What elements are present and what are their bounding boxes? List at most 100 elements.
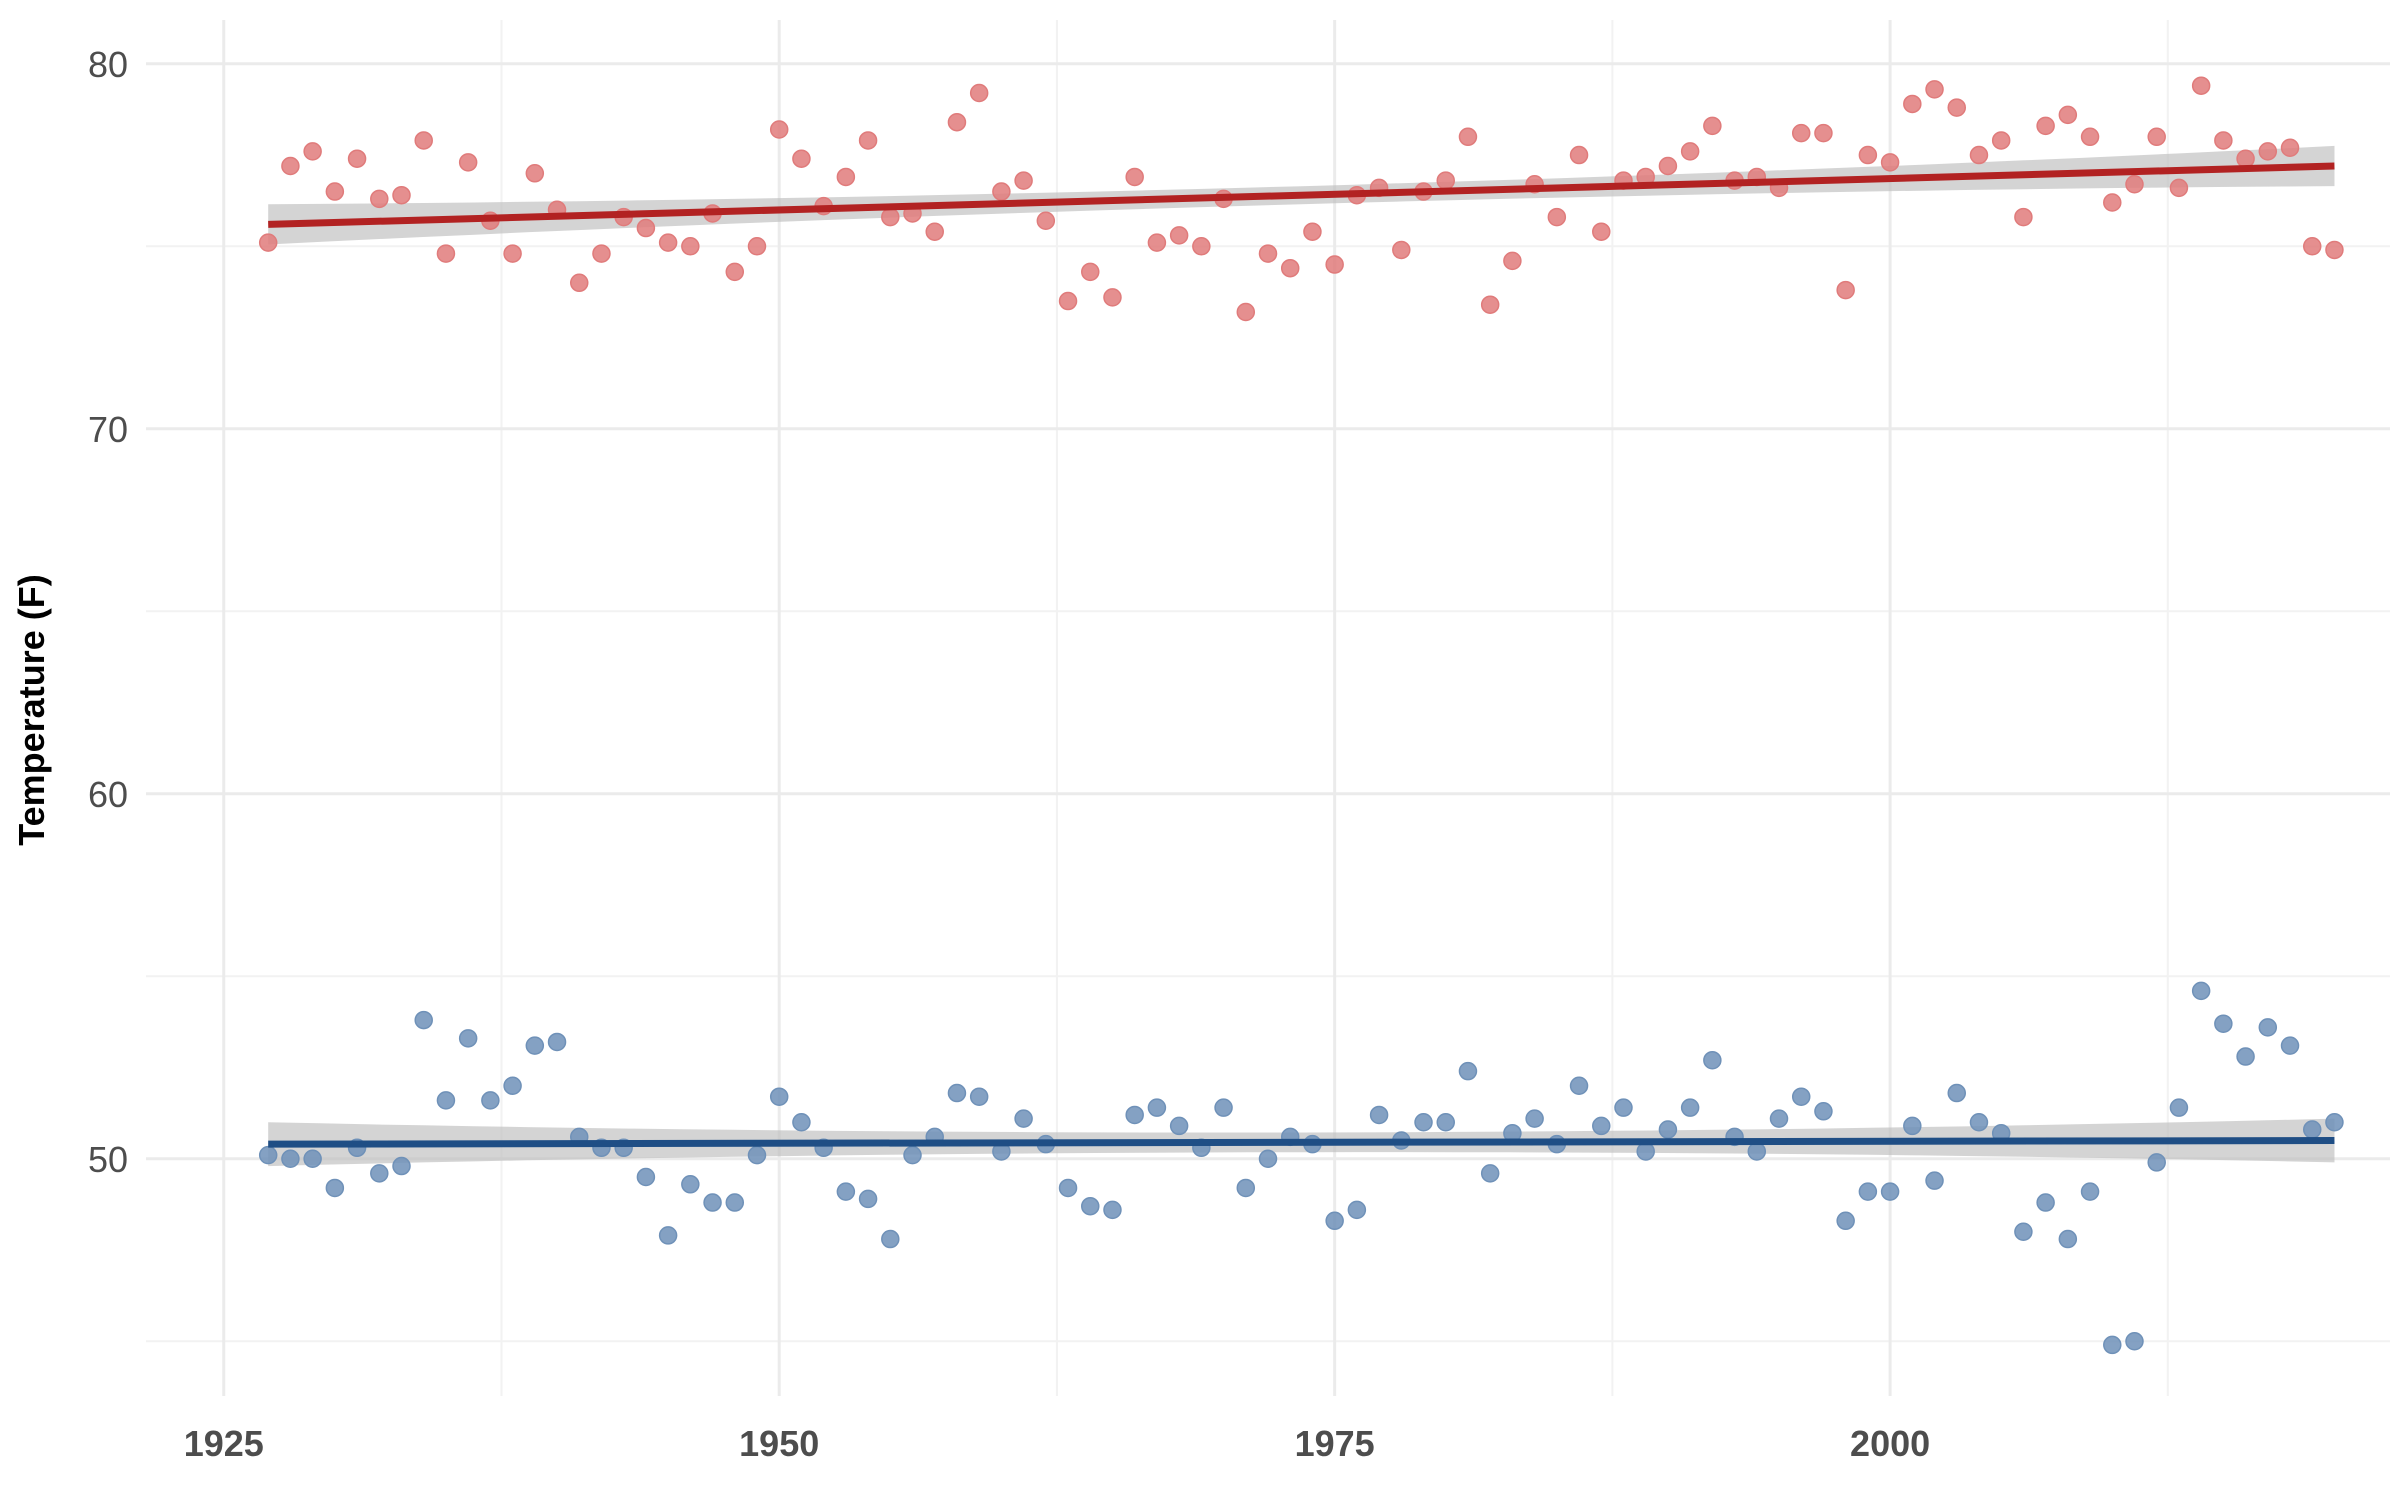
data-point-series-1 (1969, 145, 1989, 165)
data-point-series-1 (2058, 105, 2078, 125)
data-point-series-1 (969, 83, 989, 103)
y-tick-label: 50 (88, 1139, 128, 1180)
data-points (258, 76, 2344, 1355)
data-point-series-2 (1081, 1196, 1100, 1216)
data-point-series-2 (636, 1167, 656, 1187)
data-point-series-2 (1880, 1182, 1900, 1201)
data-point-series-1 (636, 218, 656, 238)
data-point-series-2 (1836, 1211, 1855, 1231)
data-point-series-2 (1680, 1098, 1700, 1117)
data-point-series-1 (1303, 222, 1322, 241)
data-point-series-1 (1547, 207, 1567, 227)
data-point-series-1 (747, 237, 767, 256)
data-point-series-1 (1680, 142, 1700, 161)
data-point-series-2 (258, 1145, 278, 1165)
data-point-series-2 (792, 1113, 811, 1132)
data-point-series-2 (1703, 1050, 1722, 1070)
data-point-series-1 (858, 131, 878, 150)
data-point-series-2 (1791, 1087, 1811, 1106)
data-point-series-1 (1014, 171, 1033, 190)
data-point-series-1 (325, 182, 345, 201)
data-point-series-1 (1036, 211, 1056, 230)
data-point-series-2 (370, 1164, 389, 1183)
x-tick-label: 1950 (739, 1423, 819, 1464)
confidence-bands (268, 145, 2335, 1167)
data-point-series-2 (969, 1087, 989, 1106)
y-tick-label: 70 (88, 409, 128, 450)
y-axis-title: Temperature (F) (11, 574, 52, 845)
data-point-series-2 (1569, 1076, 1589, 1096)
data-point-series-2 (392, 1156, 411, 1176)
data-point-series-2 (1369, 1105, 1389, 1125)
data-point-series-2 (681, 1175, 700, 1194)
data-point-series-1 (2036, 116, 2055, 136)
trend-line-series-2 (268, 1137, 2335, 1148)
data-point-series-1 (1125, 167, 1144, 187)
x-tick-label: 1975 (1295, 1423, 1375, 1464)
data-point-series-1 (2103, 193, 2122, 212)
data-point-series-2 (2280, 1036, 2300, 1055)
data-point-series-2 (1658, 1120, 1678, 1139)
data-point-series-1 (2125, 174, 2144, 194)
data-point-series-2 (725, 1193, 745, 1212)
data-point-series-2 (2103, 1335, 2122, 1355)
data-point-series-1 (436, 244, 456, 263)
data-point-series-2 (1147, 1098, 1167, 1117)
data-point-series-2 (2325, 1113, 2344, 1132)
data-point-series-2 (1458, 1061, 1478, 1081)
data-point-series-2 (1814, 1102, 1833, 1121)
data-point-series-1 (1925, 80, 1944, 99)
data-point-series-1 (836, 167, 856, 187)
data-point-series-1 (347, 149, 367, 168)
data-point-series-1 (792, 149, 811, 168)
data-point-series-1 (2169, 178, 2189, 198)
data-point-series-2 (1103, 1200, 1122, 1220)
data-point-series-1 (658, 233, 678, 252)
data-point-series-1 (925, 222, 944, 241)
data-point-series-1 (1325, 255, 1344, 274)
data-point-series-2 (503, 1076, 522, 1096)
data-point-series-1 (1058, 291, 1078, 311)
data-point-series-1 (1280, 258, 1300, 278)
data-point-series-1 (2236, 149, 2255, 168)
data-point-series-1 (725, 262, 745, 282)
data-point-series-2 (481, 1091, 500, 1110)
data-point-series-2 (1858, 1182, 1878, 1201)
data-point-series-1 (1836, 280, 1855, 300)
data-point-series-1 (1258, 244, 1278, 263)
data-point-series-1 (1991, 131, 2011, 150)
data-point-series-1 (1703, 116, 1722, 136)
data-point-series-1 (458, 153, 478, 172)
data-point-series-2 (1769, 1109, 1789, 1128)
data-point-series-1 (1814, 123, 1833, 143)
data-point-series-2 (1436, 1113, 1455, 1132)
data-point-series-2 (1947, 1083, 1967, 1103)
data-point-series-1 (1858, 145, 1878, 165)
data-point-series-1 (303, 142, 322, 161)
data-point-series-2 (703, 1193, 722, 1212)
data-point-series-1 (2014, 207, 2033, 227)
y-tick-label: 60 (88, 774, 128, 815)
y-tick-label: 80 (88, 44, 128, 85)
data-point-series-2 (1636, 1142, 1655, 1161)
trend-lines (268, 162, 2335, 1148)
data-point-series-2 (1214, 1098, 1233, 1117)
data-point-series-1 (392, 185, 411, 205)
data-point-series-2 (1125, 1105, 1144, 1125)
data-point-series-1 (1458, 127, 1478, 147)
data-point-series-1 (2147, 127, 2166, 147)
data-point-series-2 (858, 1189, 878, 1209)
data-point-series-2 (436, 1091, 456, 1110)
data-point-series-1 (1392, 240, 1411, 260)
data-point-series-1 (947, 112, 967, 132)
data-point-series-2 (1903, 1116, 1922, 1136)
data-point-series-2 (1614, 1098, 1633, 1117)
data-point-series-2 (1236, 1178, 1256, 1198)
data-point-series-1 (281, 156, 300, 176)
data-point-series-1 (2214, 131, 2233, 150)
data-point-series-2 (1058, 1178, 1078, 1198)
data-point-series-2 (2147, 1153, 2166, 1172)
data-point-series-1 (1503, 251, 1522, 271)
